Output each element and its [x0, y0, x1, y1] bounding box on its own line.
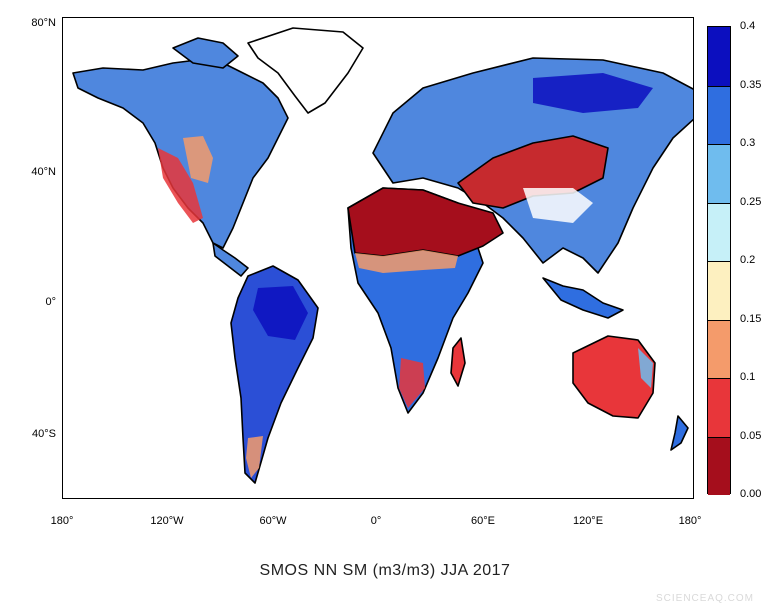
colorbar-label: 0.15: [740, 312, 762, 325]
colorbar-label: 0.25: [740, 195, 762, 208]
lon-label-0: 0°: [370, 515, 382, 527]
lon-label-180e: 180°: [678, 515, 702, 527]
lat-label-80n: 80°N: [31, 17, 56, 29]
watermark: SCIENCEAQ.COM: [655, 593, 754, 604]
greenland: [247, 27, 364, 114]
lat-label-40s: 40°S: [32, 428, 56, 440]
colorbar-bin: [708, 261, 730, 320]
lat-label-0: 0°: [45, 296, 56, 308]
arctic-islands: [172, 37, 239, 69]
soil-moisture-map: [62, 17, 694, 499]
colorbar-bin: [708, 202, 730, 261]
colorbar-label: 0.1: [740, 371, 756, 383]
colorbar-bin: [708, 27, 730, 86]
tibet-white: [523, 188, 593, 223]
colorbar-label: 0.3: [740, 137, 756, 149]
sahel: [355, 250, 458, 273]
map-svg: [72, 27, 693, 484]
central-america: [212, 242, 249, 277]
north-america: [72, 57, 289, 249]
lon-label-120w: 120°W: [150, 515, 184, 527]
lat-label-40n: 40°N: [31, 166, 56, 178]
lon-label-60w: 60°W: [259, 515, 287, 527]
colorbar-bin: [708, 378, 730, 437]
patagonia: [246, 436, 263, 478]
amazon-wet: [253, 286, 308, 340]
colorbar-bin: [708, 144, 730, 203]
new-zealand: [670, 415, 689, 451]
colorbar-bin: [708, 436, 730, 495]
na-plains: [183, 136, 213, 183]
madagascar: [450, 337, 466, 387]
colorbar: [707, 26, 731, 495]
indonesia: [542, 277, 624, 319]
colorbar-label: 0.35: [740, 78, 762, 91]
colorbar-label: 0.00: [740, 488, 762, 500]
australia-coast: [638, 348, 653, 388]
colorbar-bin: [708, 319, 730, 378]
lon-label-60e: 60°E: [471, 515, 495, 527]
na-west-dry: [158, 148, 203, 223]
colorbar-bin: [708, 85, 730, 144]
map-caption: SMOS NN SM (m3/m3) JJA 2017: [259, 562, 511, 579]
siberia-wet: [533, 73, 653, 113]
colorbar-label: 0.05: [740, 429, 762, 442]
australia: [572, 335, 656, 419]
colorbar-label: 0.2: [740, 254, 756, 266]
lon-label-180w: 180°: [50, 515, 74, 527]
s-africa-dry: [399, 358, 425, 408]
sahara-arabia: [347, 187, 504, 257]
lon-label-120e: 120°E: [572, 515, 604, 527]
colorbar-label: 0.4: [740, 20, 756, 32]
